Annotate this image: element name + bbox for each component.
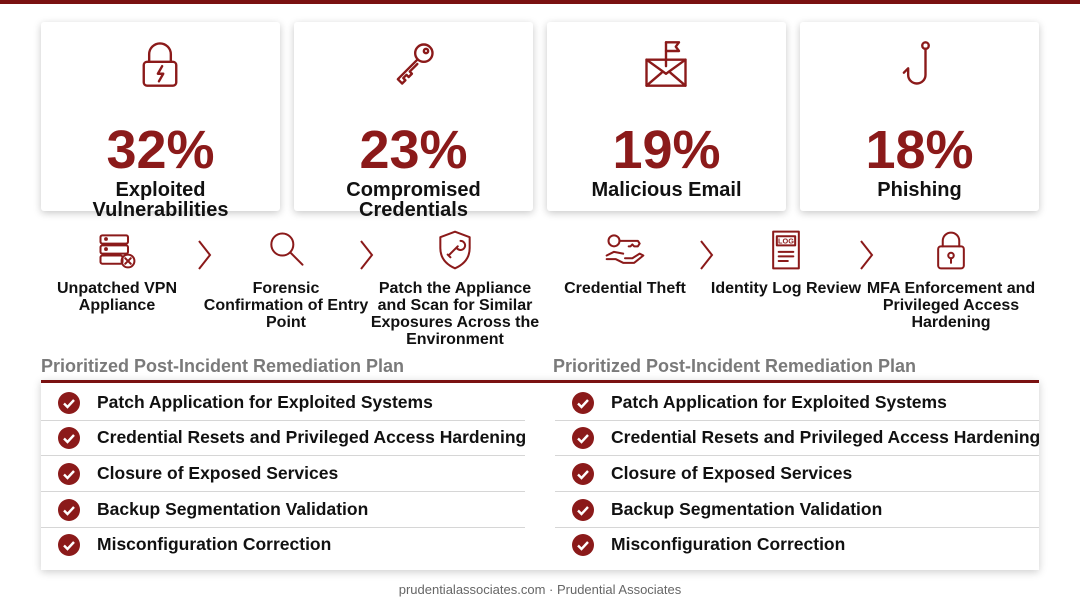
- top-bar: [0, 0, 1080, 4]
- stat-value: 18%: [865, 120, 974, 180]
- check-icon: [58, 533, 80, 556]
- plan-item-text: Backup Segmentation Validation: [611, 499, 883, 519]
- stat-label: Malicious Email: [591, 179, 742, 201]
- flow-step: MFA Enforcement and Privileged Access Ha…: [866, 228, 1036, 331]
- row-separator: [555, 527, 1039, 528]
- stat-card: 19% Malicious Email: [547, 22, 786, 211]
- row-separator: [41, 420, 525, 421]
- stat-card: 32% Exploited Vulnerabilities: [41, 22, 280, 220]
- chevron: [860, 240, 874, 270]
- plan-item: Credential Resets and Privileged Access …: [555, 420, 1040, 455]
- flow-step: Unpatched VPN Appliance: [32, 228, 202, 314]
- check-icon: [58, 498, 80, 521]
- stat-label: Compromised Credentials: [346, 179, 481, 221]
- plan-item: Credential Resets and Privileged Access …: [41, 420, 526, 455]
- chevron: [198, 240, 212, 270]
- stat-label: Exploited Vulnerabilities: [92, 179, 229, 221]
- check-icon: [58, 426, 80, 449]
- stat-value: 32%: [106, 120, 215, 180]
- stat-card: 23% Compromised Credentials: [294, 22, 533, 220]
- icon: [645, 41, 687, 87]
- icon: [396, 43, 434, 85]
- plan-item: Patch Application for Exploited Systems: [555, 385, 947, 420]
- stat-label: Phishing: [877, 179, 962, 201]
- icon: [605, 234, 645, 264]
- check-icon: [572, 462, 594, 485]
- step-label: Forensic Confirmation of Entry Point: [203, 280, 369, 331]
- plan-item-text: Credential Resets and Privileged Access …: [97, 427, 527, 447]
- row-separator: [555, 491, 1039, 492]
- stat-card: 18% Phishing: [800, 22, 1039, 211]
- icon: [937, 231, 965, 270]
- plan-panel: [41, 380, 1039, 570]
- plan-item-text: Patch Application for Exploited Systems: [97, 392, 433, 412]
- row-separator: [555, 420, 1039, 421]
- plan-title: Prioritized Post-Incident Remediation Pl…: [41, 356, 405, 376]
- check-icon: [58, 462, 80, 485]
- plan-title: Prioritized Post-Incident Remediation Pl…: [553, 356, 917, 376]
- check-icon: [572, 391, 594, 414]
- icon: [99, 234, 136, 269]
- plan-item-text: Closure of Exposed Services: [611, 463, 853, 483]
- chevron: [700, 240, 714, 270]
- chevron: [360, 240, 374, 270]
- stat-value: 19%: [612, 120, 721, 180]
- row-separator: [555, 455, 1039, 456]
- plan-item: Closure of Exposed Services: [555, 456, 852, 491]
- step-label: MFA Enforcement and Privileged Access Ha…: [866, 280, 1036, 331]
- icon: [902, 41, 930, 85]
- flow-step: Patch the Appliance and Scan for Similar…: [370, 228, 540, 348]
- footer: prudentialassociates.com · Prudential As…: [398, 582, 682, 597]
- icon: LOG: [772, 230, 800, 270]
- plan-item: Patch Application for Exploited Systems: [41, 385, 433, 420]
- stat-value: 23%: [359, 120, 468, 180]
- check-icon: [572, 498, 594, 521]
- step-label: Identity Log Review: [710, 280, 862, 297]
- plan-item: Backup Segmentation Validation: [41, 492, 368, 527]
- plan-item-text: Misconfiguration Correction: [97, 534, 332, 554]
- plan-item-text: Closure of Exposed Services: [97, 463, 339, 483]
- plan-item-text: Backup Segmentation Validation: [97, 499, 369, 519]
- check-icon: [572, 426, 594, 449]
- plan-item-text: Misconfiguration Correction: [611, 534, 846, 554]
- icon: [270, 232, 304, 266]
- check-icon: [58, 391, 80, 414]
- flow-step: LOG Identity Log Review: [701, 228, 871, 297]
- row-separator: [41, 455, 525, 456]
- plan-item: Backup Segmentation Validation: [555, 492, 882, 527]
- icon: [142, 42, 178, 87]
- flow-step: Forensic Confirmation of Entry Point: [201, 228, 371, 331]
- check-icon: [572, 533, 594, 556]
- row-separator: [41, 491, 525, 492]
- step-label: Unpatched VPN Appliance: [56, 280, 177, 314]
- svg-text:LOG: LOG: [778, 237, 794, 246]
- plan-item: Closure of Exposed Services: [41, 456, 338, 491]
- flow-step: Credential Theft: [540, 228, 710, 297]
- plan-item-text: Credential Resets and Privileged Access …: [611, 427, 1041, 447]
- icon: [439, 230, 471, 270]
- plan-item-text: Patch Application for Exploited Systems: [611, 392, 947, 412]
- plan-item: Misconfiguration Correction: [41, 527, 331, 562]
- step-label: Patch the Appliance and Scan for Similar…: [370, 280, 540, 348]
- step-label: Credential Theft: [564, 280, 686, 297]
- plan-item: Misconfiguration Correction: [555, 527, 845, 562]
- row-separator: [41, 527, 525, 528]
